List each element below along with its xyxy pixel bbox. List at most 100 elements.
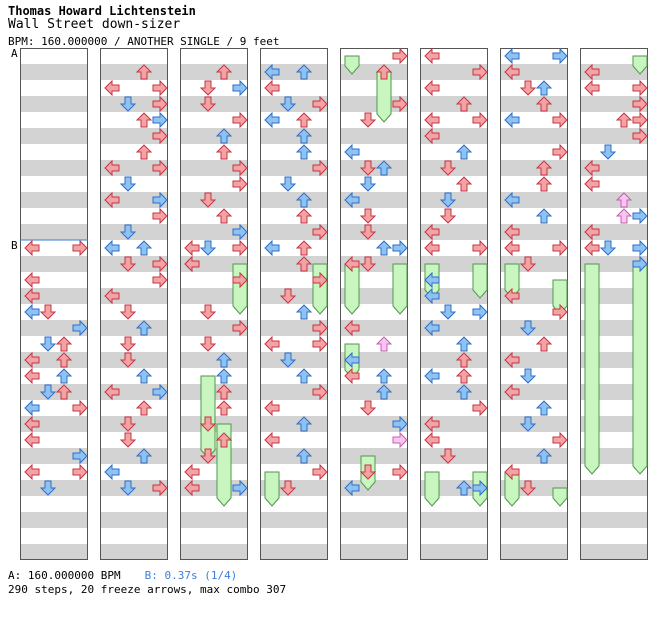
- freeze-arrow: [344, 55, 360, 75]
- down-arrow: [279, 352, 297, 368]
- up-arrow: [135, 112, 153, 128]
- beat-stripe: [20, 352, 88, 368]
- beat-stripe: [260, 192, 328, 208]
- beat-stripe: [580, 96, 648, 112]
- beat-stripe: [500, 192, 568, 208]
- right-arrow: [232, 175, 248, 193]
- beat-stripe: [340, 128, 408, 144]
- beat-stripe: [420, 96, 488, 112]
- down-arrow: [359, 208, 377, 224]
- right-arrow: [232, 239, 248, 257]
- left-arrow: [504, 63, 520, 81]
- measure-column: [420, 47, 488, 560]
- left-arrow: [24, 287, 40, 305]
- down-arrow: [359, 400, 377, 416]
- up-arrow: [55, 336, 73, 352]
- right-arrow: [472, 303, 488, 321]
- up-arrow: [295, 144, 313, 160]
- up-arrow: [135, 368, 153, 384]
- left-arrow: [424, 223, 440, 241]
- right-arrow: [312, 95, 328, 113]
- left-arrow: [584, 175, 600, 193]
- beat-stripe: [20, 96, 88, 112]
- down-arrow: [359, 256, 377, 272]
- left-arrow: [424, 271, 440, 289]
- up-arrow: [615, 112, 633, 128]
- up-arrow: [295, 448, 313, 464]
- freeze-arrow: [552, 487, 568, 507]
- right-arrow: [472, 63, 488, 81]
- left-arrow: [344, 479, 360, 497]
- beat-stripe: [420, 544, 488, 560]
- marker-a: A: [11, 47, 18, 60]
- left-arrow: [24, 303, 40, 321]
- up-arrow: [375, 160, 393, 176]
- beat-stripe: [20, 416, 88, 432]
- beat-stripe: [20, 288, 88, 304]
- beat-stripe: [580, 64, 648, 80]
- beat-stripe: [580, 192, 648, 208]
- beat-stripe: [100, 160, 168, 176]
- up-arrow: [215, 208, 233, 224]
- down-arrow: [119, 480, 137, 496]
- up-arrow: [375, 64, 393, 80]
- up-arrow: [455, 336, 473, 352]
- beat-stripe: [260, 320, 328, 336]
- up-arrow: [295, 208, 313, 224]
- left-arrow: [184, 239, 200, 257]
- left-arrow: [424, 239, 440, 257]
- up-arrow: [535, 448, 553, 464]
- freeze-arrow: [232, 263, 248, 315]
- up-arrow: [535, 96, 553, 112]
- up-arrow: [135, 448, 153, 464]
- beat-stripe: [180, 544, 248, 560]
- right-arrow: [312, 463, 328, 481]
- right-arrow: [152, 383, 168, 401]
- right-arrow: [632, 207, 648, 225]
- up-arrow: [535, 160, 553, 176]
- beat-stripe: [420, 384, 488, 400]
- freeze-arrow: [312, 263, 328, 315]
- right-arrow: [312, 271, 328, 289]
- left-arrow: [504, 191, 520, 209]
- down-arrow: [359, 160, 377, 176]
- up-arrow: [535, 176, 553, 192]
- left-arrow: [424, 111, 440, 129]
- right-arrow: [72, 319, 88, 337]
- beat-stripe: [100, 512, 168, 528]
- beat-stripe: [180, 288, 248, 304]
- right-arrow: [632, 255, 648, 273]
- down-arrow: [519, 368, 537, 384]
- right-arrow: [392, 47, 408, 65]
- beat-stripe: [580, 480, 648, 496]
- left-arrow: [264, 239, 280, 257]
- up-arrow: [455, 96, 473, 112]
- beat-stripe: [500, 448, 568, 464]
- left-arrow: [584, 159, 600, 177]
- beat-stripe: [20, 448, 88, 464]
- up-arrow: [135, 400, 153, 416]
- up-arrow: [535, 80, 553, 96]
- beat-stripe: [260, 512, 328, 528]
- right-arrow: [552, 239, 568, 257]
- down-arrow: [39, 304, 57, 320]
- beat-stripe: [420, 512, 488, 528]
- right-arrow: [232, 79, 248, 97]
- beat-stripe: [500, 160, 568, 176]
- down-arrow: [519, 320, 537, 336]
- up-arrow: [215, 144, 233, 160]
- beat-stripe: [500, 384, 568, 400]
- right-arrow: [152, 271, 168, 289]
- beat-stripe: [20, 128, 88, 144]
- left-arrow: [24, 239, 40, 257]
- beat-stripe: [180, 224, 248, 240]
- right-arrow: [72, 447, 88, 465]
- down-arrow: [199, 416, 217, 432]
- beat-stripe: [500, 224, 568, 240]
- down-arrow: [39, 480, 57, 496]
- beat-stripe: [180, 352, 248, 368]
- down-arrow: [359, 176, 377, 192]
- left-arrow: [104, 463, 120, 481]
- beat-stripe: [340, 416, 408, 432]
- right-arrow: [72, 463, 88, 481]
